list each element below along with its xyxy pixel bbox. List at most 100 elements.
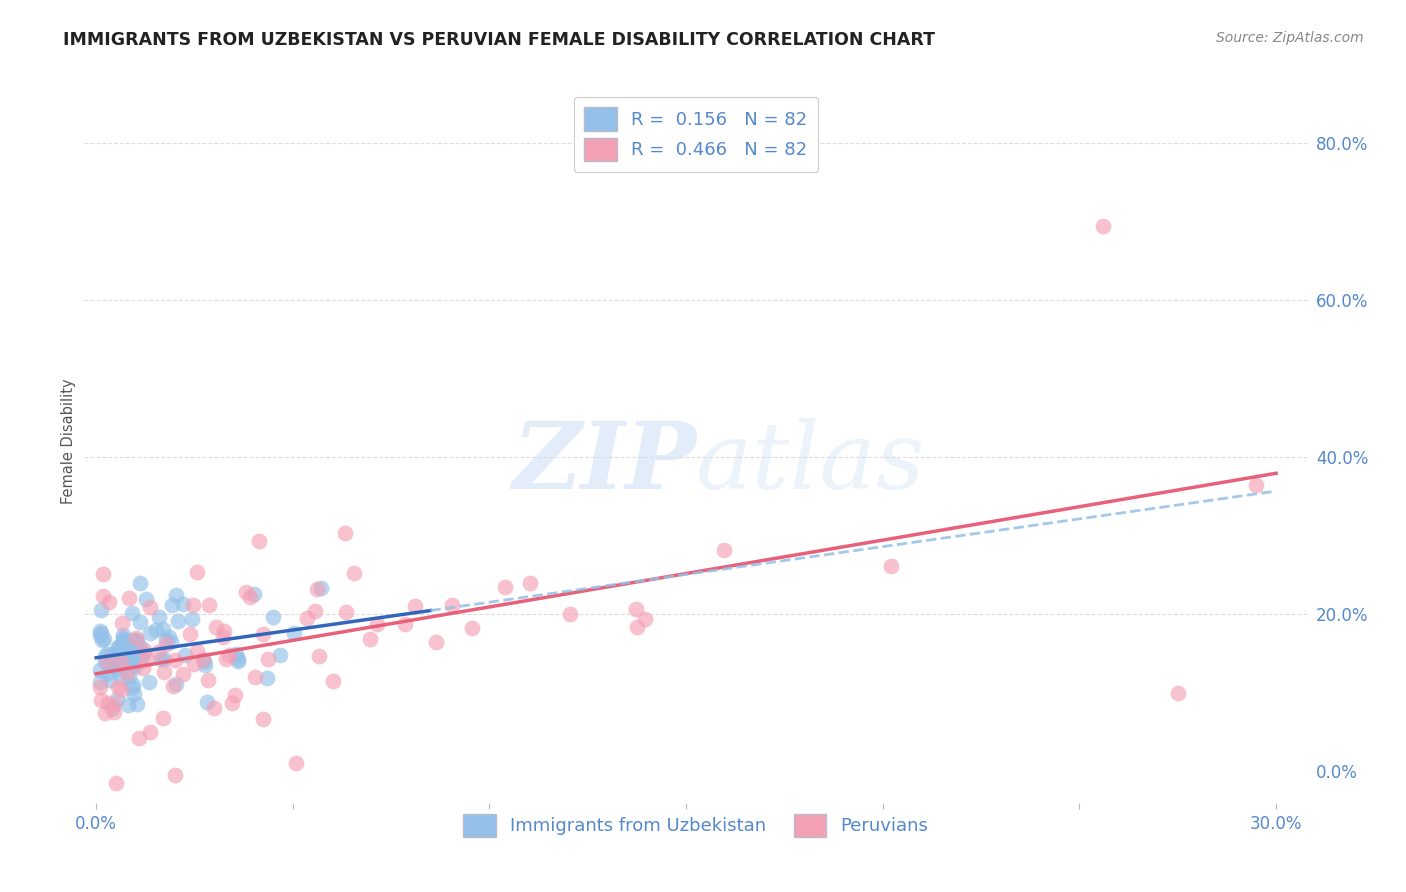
Point bbox=[124, 659, 146, 673]
Point bbox=[117, 657, 139, 671]
Point bbox=[558, 607, 581, 622]
Point bbox=[197, 673, 219, 688]
Point bbox=[121, 653, 143, 667]
Text: atlas: atlas bbox=[696, 418, 925, 508]
Point bbox=[118, 670, 141, 684]
Point bbox=[107, 641, 129, 656]
Point bbox=[335, 525, 357, 540]
Text: ZIP: ZIP bbox=[512, 418, 696, 508]
Point bbox=[89, 624, 111, 639]
Point bbox=[252, 626, 274, 640]
Point bbox=[157, 630, 180, 644]
Point bbox=[115, 666, 138, 681]
Point bbox=[122, 633, 145, 648]
Point bbox=[342, 566, 364, 581]
Point bbox=[110, 670, 132, 684]
Point bbox=[96, 654, 118, 668]
Point bbox=[90, 632, 112, 647]
Point bbox=[112, 628, 135, 642]
Point bbox=[139, 599, 162, 614]
Point bbox=[94, 706, 117, 720]
Point bbox=[128, 640, 150, 654]
Point bbox=[97, 666, 120, 681]
Point bbox=[249, 533, 271, 548]
Point bbox=[194, 658, 217, 673]
Point bbox=[90, 692, 112, 706]
Point bbox=[193, 652, 215, 666]
Point bbox=[713, 542, 735, 557]
Point bbox=[122, 658, 145, 673]
Point bbox=[235, 585, 257, 599]
Point bbox=[107, 662, 129, 676]
Point bbox=[225, 647, 247, 661]
Point bbox=[283, 625, 305, 640]
Point bbox=[104, 652, 127, 666]
Point bbox=[212, 631, 235, 645]
Point bbox=[226, 654, 249, 668]
Point bbox=[107, 680, 129, 694]
Point bbox=[461, 621, 484, 635]
Point bbox=[103, 705, 125, 719]
Point bbox=[125, 631, 148, 645]
Point bbox=[304, 604, 326, 618]
Point bbox=[134, 643, 156, 657]
Point bbox=[111, 636, 134, 650]
Text: IMMIGRANTS FROM UZBEKISTAN VS PERUVIAN FEMALE DISABILITY CORRELATION CHART: IMMIGRANTS FROM UZBEKISTAN VS PERUVIAN F… bbox=[63, 31, 935, 49]
Point bbox=[155, 637, 177, 651]
Point bbox=[494, 580, 516, 594]
Point bbox=[197, 695, 219, 709]
Point bbox=[152, 622, 174, 636]
Point bbox=[100, 647, 122, 661]
Point bbox=[634, 612, 657, 626]
Point bbox=[114, 632, 136, 647]
Point bbox=[93, 648, 115, 663]
Point bbox=[127, 634, 149, 648]
Point bbox=[179, 627, 201, 641]
Point bbox=[128, 731, 150, 746]
Point bbox=[335, 605, 357, 619]
Point bbox=[107, 640, 129, 654]
Point bbox=[93, 632, 115, 647]
Point bbox=[256, 652, 278, 666]
Point bbox=[165, 677, 187, 691]
Point bbox=[198, 598, 221, 612]
Point bbox=[441, 598, 464, 612]
Point bbox=[138, 675, 160, 690]
Point bbox=[160, 635, 183, 649]
Point bbox=[117, 698, 139, 713]
Point bbox=[121, 681, 143, 696]
Point bbox=[96, 647, 118, 661]
Point bbox=[148, 645, 170, 659]
Point bbox=[1167, 686, 1189, 700]
Point bbox=[1092, 219, 1115, 233]
Point bbox=[359, 632, 381, 647]
Point bbox=[117, 647, 139, 661]
Point bbox=[205, 620, 228, 634]
Point bbox=[110, 656, 132, 670]
Point bbox=[90, 625, 112, 640]
Point bbox=[90, 603, 112, 617]
Point bbox=[285, 756, 308, 771]
Point bbox=[89, 680, 111, 694]
Point bbox=[243, 587, 266, 601]
Point bbox=[226, 651, 249, 665]
Point bbox=[165, 588, 187, 602]
Point bbox=[186, 644, 208, 658]
Point bbox=[172, 666, 194, 681]
Point bbox=[366, 617, 388, 632]
Point bbox=[89, 675, 111, 690]
Point bbox=[105, 691, 128, 706]
Point bbox=[626, 620, 648, 634]
Point bbox=[124, 687, 146, 701]
Point bbox=[880, 558, 903, 573]
Point bbox=[218, 648, 240, 663]
Point bbox=[183, 657, 205, 671]
Point bbox=[162, 679, 184, 693]
Legend: Immigrants from Uzbekistan, Peruvians: Immigrants from Uzbekistan, Peruvians bbox=[457, 806, 935, 845]
Point bbox=[215, 652, 238, 666]
Point bbox=[221, 696, 243, 710]
Point bbox=[132, 646, 155, 660]
Point bbox=[121, 606, 143, 620]
Point bbox=[160, 598, 183, 612]
Point bbox=[202, 701, 225, 715]
